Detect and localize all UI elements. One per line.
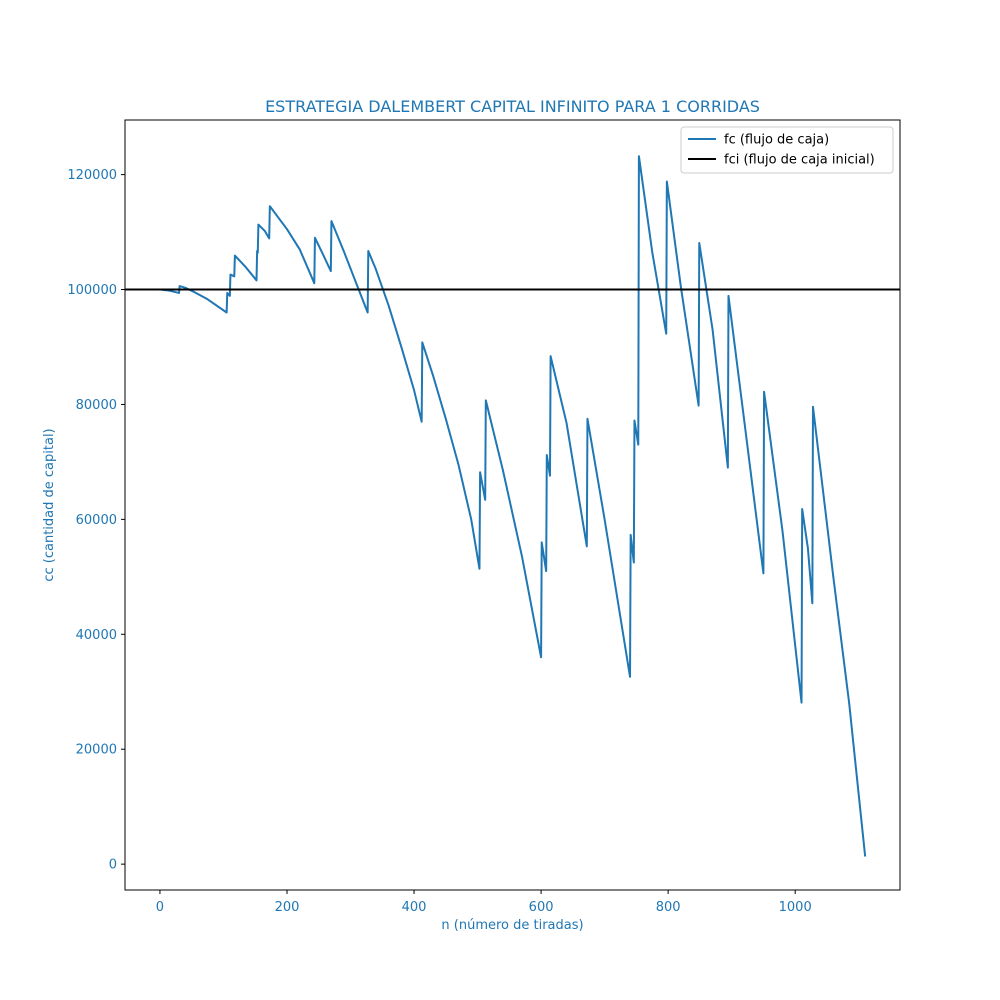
x-tick-label: 200: [275, 900, 300, 915]
y-tick-label: 80000: [76, 398, 117, 413]
legend-label-fc: fc (flujo de caja): [724, 133, 829, 148]
x-tick-label: 0: [156, 900, 164, 915]
x-tick-label: 1000: [779, 900, 812, 915]
y-tick-label: 40000: [76, 628, 117, 643]
chart-title: ESTRATEGIA DALEMBERT CAPITAL INFINITO PA…: [265, 97, 760, 116]
plot-frame: [124, 119, 901, 891]
y-axis-label: cc (cantidad de capital): [42, 428, 57, 581]
legend-label-fci: fci (flujo de caja inicial): [724, 153, 875, 168]
y-tick-label: 0: [109, 858, 117, 873]
x-tick-label: 400: [402, 900, 427, 915]
y-tick-label: 120000: [67, 168, 117, 183]
x-tick-label: 800: [656, 900, 681, 915]
legend-box: [680, 126, 894, 174]
y-tick-label: 100000: [67, 283, 117, 298]
y-tick-label: 20000: [76, 743, 117, 758]
y-tick-label: 60000: [76, 513, 117, 528]
series-line-fc: [158, 155, 867, 857]
legend: fc (flujo de caja) fci (flujo de caja in…: [680, 126, 894, 174]
x-tick-label: 600: [529, 900, 554, 915]
axis-ticks: 0 200 400 600 800 1000 0 20000 40000 60000 80000 10…: [67, 168, 811, 915]
x-axis-label: n (número de tiradas): [441, 918, 583, 933]
plot-area: [125, 155, 900, 857]
